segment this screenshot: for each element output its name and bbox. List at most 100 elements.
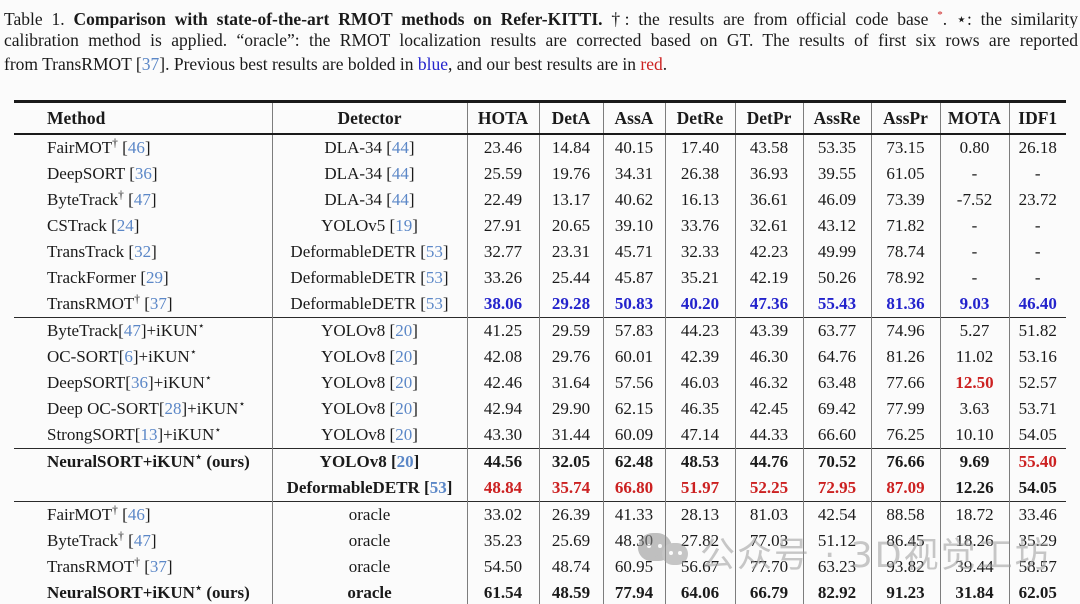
citation-number: 28 — [164, 399, 182, 418]
citation-number: 20 — [395, 425, 413, 444]
superscript-mark: † — [134, 556, 140, 569]
column-header-idf1: IDF1 — [1008, 101, 1066, 135]
cell-value: 3.63 — [939, 396, 1009, 422]
cell-method: DeepSORT [36] — [14, 161, 272, 187]
cell-value: 81.36 — [870, 291, 940, 318]
column-header-mota: MOTA — [939, 101, 1009, 135]
cell-value: 62.15 — [602, 396, 665, 422]
cell-value: 91.23 — [870, 580, 940, 604]
cell-value: 72.95 — [802, 475, 871, 502]
cell-value: 23.46 — [466, 134, 539, 161]
cell-value: 62.48 — [602, 448, 665, 475]
cell-value: 26.38 — [664, 161, 735, 187]
cell-detector: YOLOv5 [19] — [271, 213, 467, 239]
text-segment: TransRMOT — [47, 557, 135, 576]
cell-value: 18.26 — [939, 528, 1009, 554]
text-segment: ]+iKUN — [147, 373, 205, 392]
text-segment: . ⋆: the similarity — [942, 8, 1078, 28]
cell-method: ByteTrack[47]+iKUN⋆ — [14, 317, 272, 344]
table-row: DeformableDETR [53] 48.84 35.74 66.80 51.97 5… — [14, 475, 1066, 502]
header-row: Method Detector HOTA DetA AssA DetRe DetPr AssR… — [14, 101, 1066, 135]
cell-detector: DeformableDETR [53] — [271, 239, 467, 265]
column-header-asspr: AssPr — [870, 101, 940, 135]
cell-value: 47.36 — [734, 291, 803, 318]
cell-detector: YOLOv8 [20] — [271, 370, 467, 396]
table-row: ByteTrack† [47] DLA-34 [44] 22.49 13.17 40.6… — [14, 187, 1066, 213]
cell-value: 35.21 — [664, 265, 735, 291]
cell-method: TransTrack [32] — [14, 239, 272, 265]
cell-value: - — [1008, 265, 1066, 291]
cell-value: 33.46 — [1008, 501, 1066, 528]
cell-value: 46.32 — [734, 370, 803, 396]
cell-value: 33.02 — [466, 501, 539, 528]
cell-value: 40.20 — [664, 291, 735, 318]
column-header-detre: DetRe — [664, 101, 735, 135]
cell-value: 27.91 — [466, 213, 539, 239]
cell-value: 11.02 — [939, 344, 1009, 370]
text-segment: FairMOT — [47, 505, 113, 524]
cell-value: 32.05 — [538, 448, 603, 475]
table-row: CSTrack [24] YOLOv5 [19] 27.91 20.65 39.10 33… — [14, 213, 1066, 239]
cell-value: 5.27 — [939, 317, 1009, 344]
text-segment: DeformableDETR [ — [286, 478, 430, 497]
cell-detector: DLA-34 [44] — [271, 187, 467, 213]
citation-number: 20 — [396, 452, 414, 471]
cell-value: 66.80 — [602, 475, 665, 502]
text-segment: from TransRMOT [ — [4, 54, 142, 75]
text-segment: [ — [123, 531, 134, 550]
cell-value: 48.59 — [538, 580, 603, 604]
citation-number: 19 — [395, 216, 413, 235]
text-segment: ] — [133, 216, 140, 235]
text-segment: NeuralSORT+iKUN — [47, 583, 195, 602]
cell-value: 56.67 — [664, 554, 735, 580]
text-segment: oracle — [348, 505, 391, 524]
text-segment: NeuralSORT+iKUN — [47, 452, 195, 471]
cell-value: 25.59 — [466, 161, 539, 187]
text-segment: FairMOT — [47, 138, 113, 157]
table-row: TrackFormer [29] DeformableDETR [53] 33.26… — [14, 265, 1066, 291]
cell-value: 31.44 — [538, 422, 603, 449]
cell-value: - — [1008, 213, 1066, 239]
cell-value: 51.82 — [1008, 317, 1066, 344]
cell-value: 42.23 — [734, 239, 803, 265]
table-row: OC-SORT[6]+iKUN⋆ YOLOv8 [20] 42.08 29.76 60.… — [14, 344, 1066, 370]
text-segment: TransRMOT — [47, 294, 135, 313]
cell-value: 48.53 — [664, 448, 735, 475]
citation-number: 53 — [429, 478, 447, 497]
cell-value: 42.46 — [466, 370, 539, 396]
cell-value: 87.09 — [870, 475, 940, 502]
cell-value: 29.59 — [538, 317, 603, 344]
cell-value: 27.82 — [664, 528, 735, 554]
citation-number: 47 — [133, 531, 151, 550]
citation-number: 53 — [425, 242, 443, 261]
cell-value: -7.52 — [939, 187, 1009, 213]
text-segment: ] — [442, 294, 449, 313]
text-segment: DeformableDETR [ — [290, 268, 426, 287]
citation-number: 20 — [395, 347, 413, 366]
text-segment: oracle — [348, 557, 391, 576]
table-row: DeepSORT [36] DLA-34 [44] 25.59 19.76 34.31 2… — [14, 161, 1066, 187]
citation-number: 20 — [395, 373, 413, 392]
citation-number: 36 — [130, 373, 148, 392]
text-segment: ] — [408, 164, 415, 183]
cell-value: 44.76 — [734, 448, 803, 475]
cell-method: TransRMOT† [37] — [14, 554, 272, 580]
cell-value: 35.74 — [538, 475, 603, 502]
cell-value: 42.54 — [802, 501, 871, 528]
cell-value: 33.76 — [664, 213, 735, 239]
cell-value: 42.19 — [734, 265, 803, 291]
superscript-mark: ⋆ — [238, 398, 246, 411]
cell-value: 47.14 — [664, 422, 735, 449]
cell-value: 29.76 — [538, 344, 603, 370]
superscript-mark: † — [112, 504, 118, 517]
column-header-hota: HOTA — [466, 101, 539, 135]
text-segment: ] — [412, 321, 418, 340]
cell-value: 10.10 — [939, 422, 1009, 449]
caption-line: from TransRMOT [37]. Previous best resul… — [4, 52, 1078, 77]
cell-value: 73.39 — [870, 187, 940, 213]
cell-value: - — [1008, 239, 1066, 265]
cell-value: 63.48 — [802, 370, 871, 396]
cell-detector: YOLOv8 [20] — [271, 396, 467, 422]
cell-value: 26.39 — [538, 501, 603, 528]
citation-number: 37 — [149, 557, 167, 576]
